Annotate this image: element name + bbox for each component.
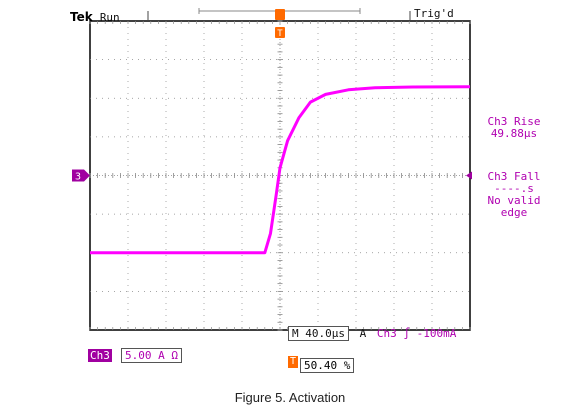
trigger-status: Trig'd	[414, 7, 454, 20]
fall-note-2: edge	[500, 206, 528, 219]
trigger-t-label: T	[277, 29, 283, 39]
acquisition-state: Run	[99, 11, 120, 24]
scope-grid: T3	[72, 8, 472, 331]
fall-label: Ch3 Fall	[487, 170, 541, 183]
rise-value: 49.88µs	[490, 127, 538, 140]
rise-measurement: Ch3 Rise 49.88µs	[474, 116, 554, 140]
fall-note-1: No valid	[487, 194, 541, 207]
ground-marker	[72, 169, 84, 182]
trigger-position-readout: T 50.40 %	[288, 354, 355, 373]
level-arrow	[466, 171, 472, 180]
timebase: M 40.0µs	[288, 326, 349, 341]
trigger-t-marker	[275, 27, 285, 38]
channel-badge: Ch3	[88, 349, 112, 362]
timebase-readout: M 40.0µs A Ch3 ∫ -100mA	[288, 326, 457, 341]
channel-readout: Ch3 5.00 A Ω	[88, 344, 182, 363]
trigger-label: A	[359, 327, 367, 340]
ch3-trace	[90, 85, 471, 255]
trigger-position-icon: T	[288, 356, 298, 368]
trigger-setting: Ch3 ∫ -100mA	[376, 327, 457, 340]
rise-label: Ch3 Rise	[487, 115, 541, 128]
ground-marker-arrow	[84, 169, 90, 182]
trigger-position: 50.40 %	[300, 358, 355, 373]
ground-marker-label: 3	[75, 172, 81, 183]
header: Tek Run	[70, 6, 120, 25]
figure-caption: Figure 5. Activation	[234, 390, 346, 405]
trigger-point-marker	[275, 9, 285, 20]
fall-measurement: Ch3 Fall ----.s No valid edge	[474, 171, 554, 219]
brand-logo: Tek	[70, 10, 93, 24]
fall-value: ----.s	[494, 182, 534, 195]
trace-layer	[90, 85, 471, 255]
channel-scale: 5.00 A Ω	[120, 348, 182, 363]
